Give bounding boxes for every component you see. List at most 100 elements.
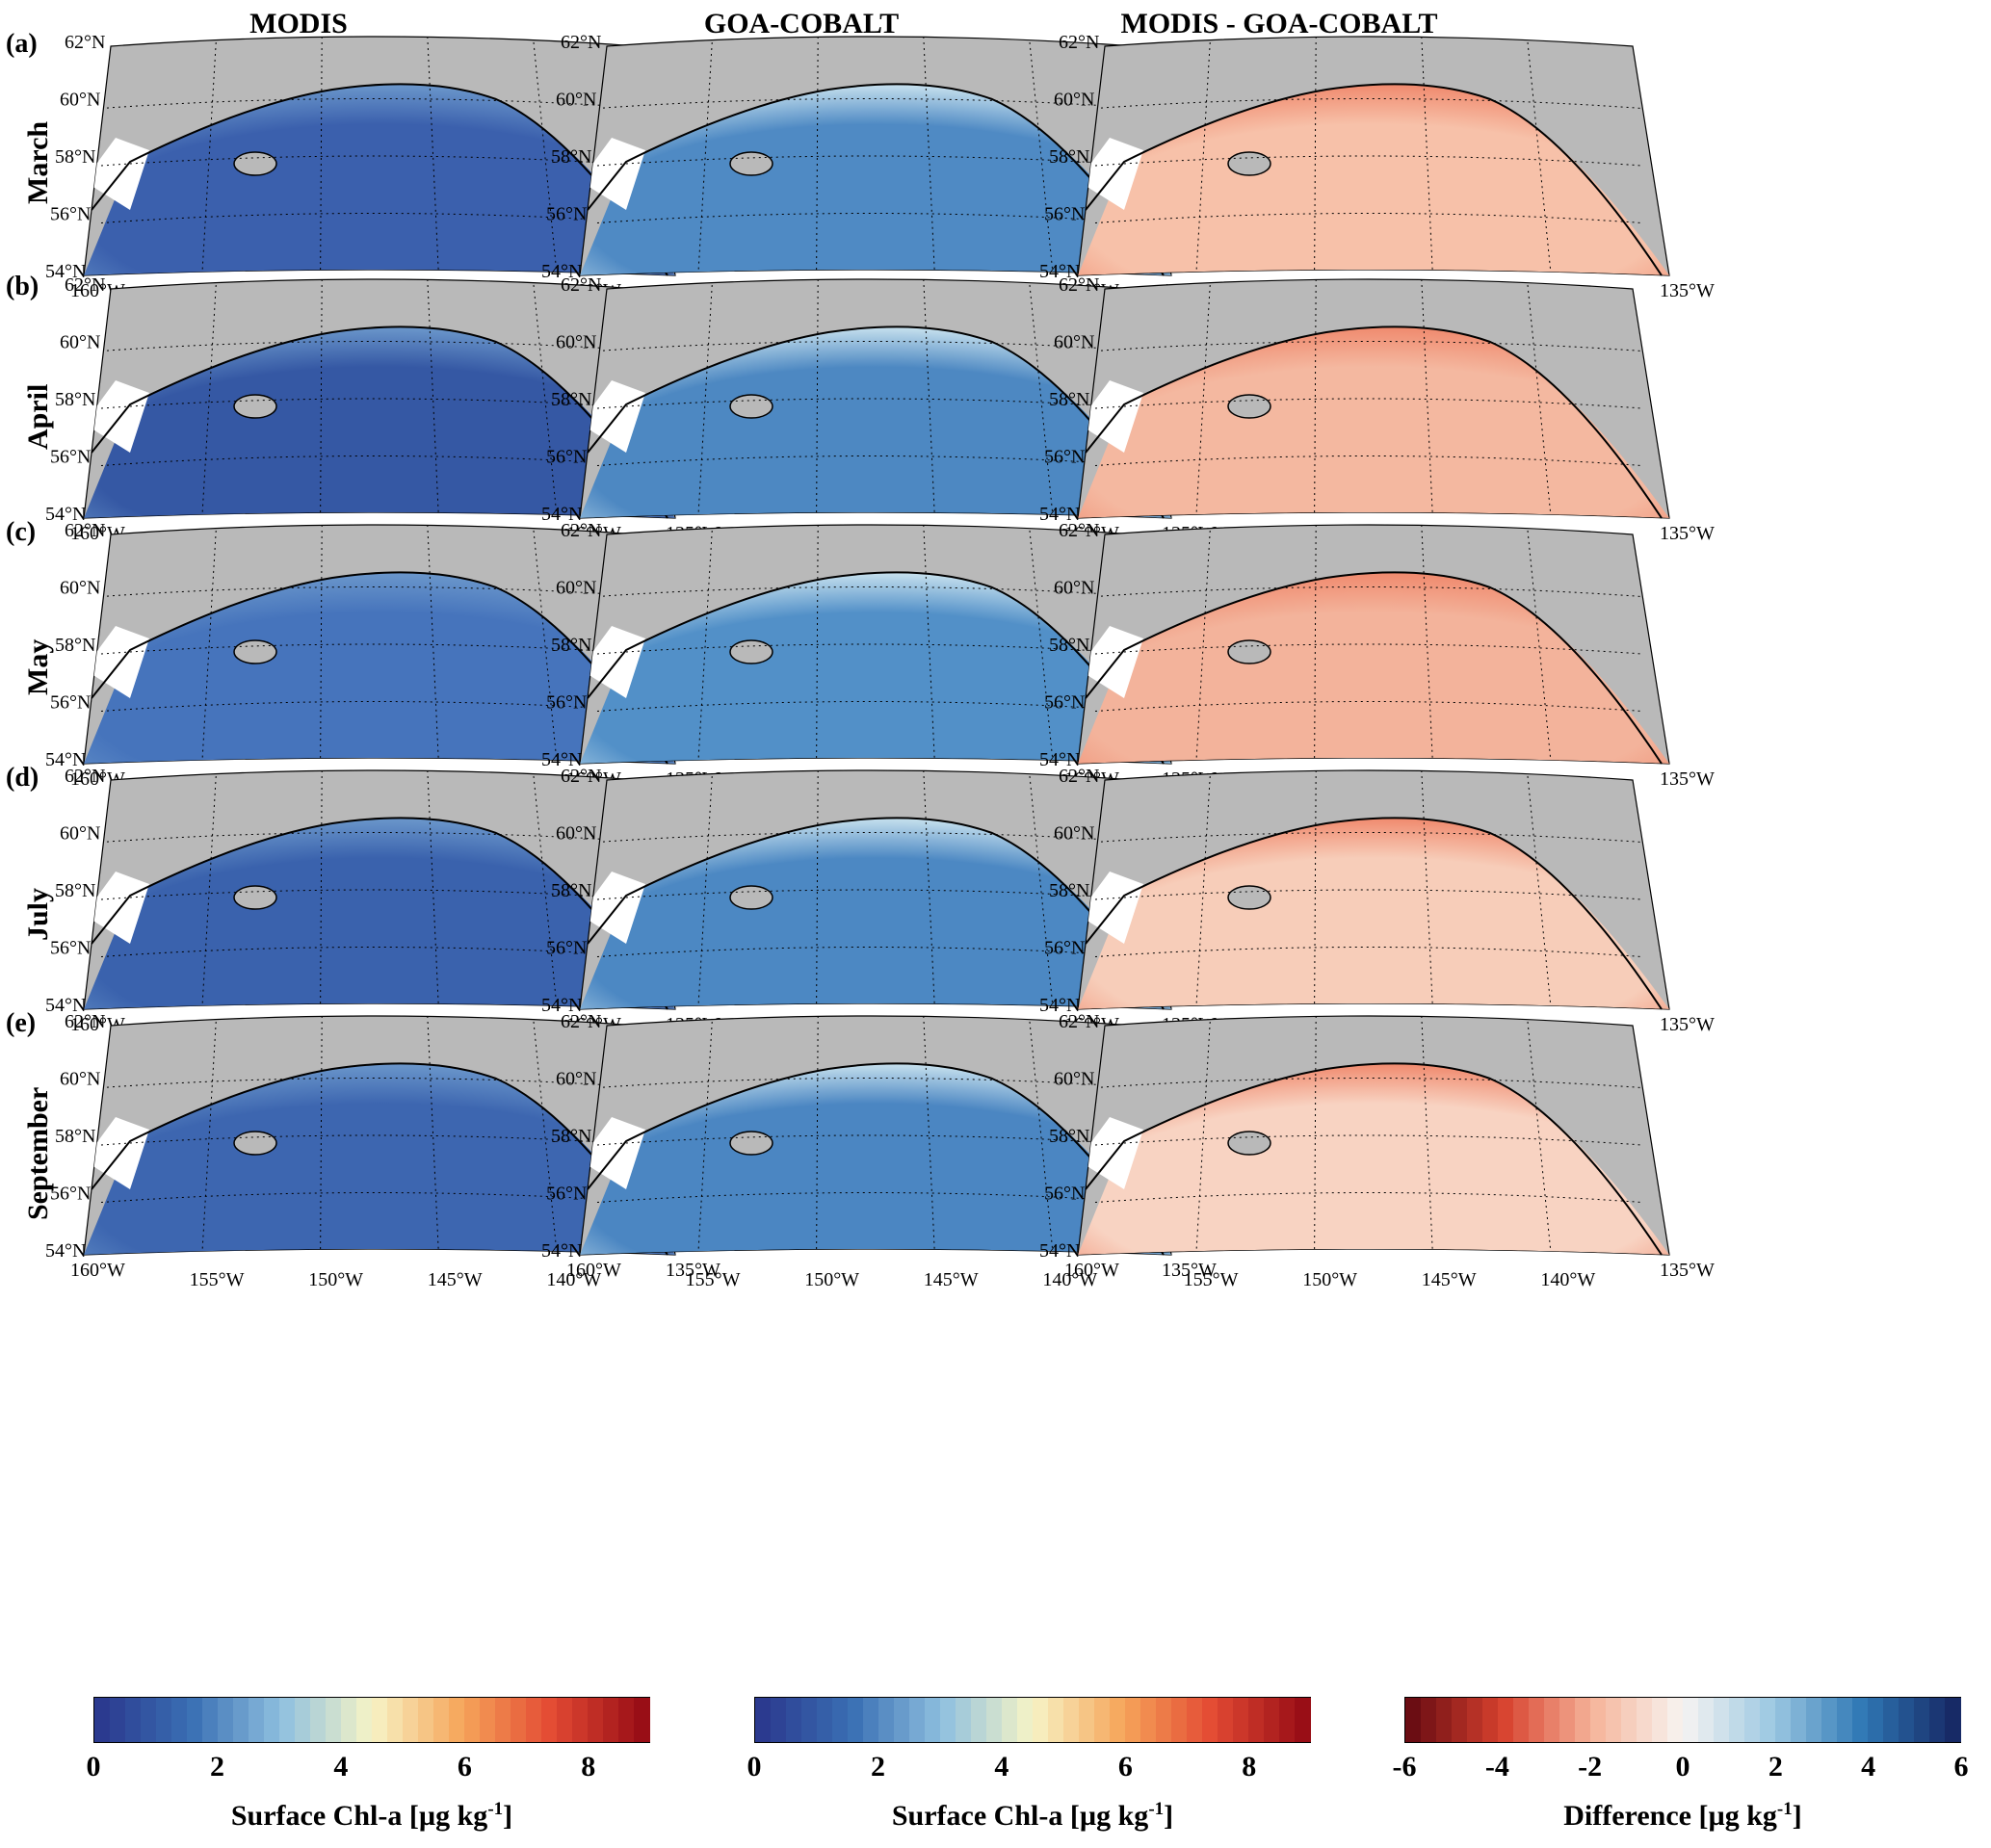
colorbar-segment — [94, 1698, 112, 1742]
colorbar-segment — [1883, 1698, 1900, 1742]
colorbar-segment — [1775, 1698, 1793, 1742]
colorbar-segment — [1467, 1698, 1484, 1742]
colorbar-segment — [279, 1698, 297, 1742]
kodiak-island — [729, 394, 773, 419]
column-title-difference: MODIS - GOA-COBALT — [1120, 8, 1438, 39]
latitude-label: 56°N — [50, 1184, 91, 1205]
longitude-label: 150°W — [308, 1269, 363, 1290]
colorbar-tick-label: 4 — [994, 1751, 1009, 1783]
longitude-label: 135°W — [1660, 1014, 1715, 1035]
longitude-label: 135°W — [666, 1260, 720, 1281]
latitude-gridline — [100, 1192, 649, 1203]
colorbar-segment — [1140, 1698, 1158, 1742]
colorbar-segment — [1806, 1698, 1823, 1742]
kodiak-island — [233, 885, 277, 910]
latitude-label: 54°N — [541, 995, 582, 1016]
colorbar-segment — [801, 1698, 819, 1742]
colorbar-segment — [925, 1698, 942, 1742]
bristol-bay-mask — [580, 626, 645, 698]
longitude-label: 140°W — [1042, 1269, 1097, 1290]
latitude-label: 56°N — [546, 692, 587, 714]
latitude-label: 60°N — [60, 1069, 100, 1090]
coastline — [1085, 571, 1663, 765]
latitude-gridline — [1094, 1134, 1643, 1146]
colorbar-segment — [1295, 1698, 1312, 1742]
colorbar-segment — [1094, 1698, 1112, 1742]
latitude-label: 60°N — [556, 90, 596, 111]
latitude-label: 60°N — [60, 578, 100, 599]
ocean-field — [580, 326, 1171, 518]
colorbar-segment — [1652, 1698, 1669, 1742]
column-title-modis: MODIS — [249, 8, 348, 39]
longitude-label: 145°W — [924, 1269, 979, 1290]
latitude-label: 58°N — [55, 146, 95, 168]
kodiak-island — [233, 639, 277, 664]
colorbar-difference — [1404, 1697, 1962, 1743]
colorbar-tick-label: 0 — [1675, 1751, 1690, 1783]
colorbar-segment — [1637, 1698, 1654, 1742]
longitude-label: 135°W — [1660, 768, 1715, 790]
latitude-label: 58°N — [551, 635, 591, 656]
coastline — [587, 83, 1165, 276]
bristol-bay-mask — [1078, 1117, 1143, 1189]
colorbar-segment — [403, 1698, 420, 1742]
colorbar-tick-label: -2 — [1578, 1751, 1603, 1783]
ocean-field — [580, 1063, 1171, 1255]
latitude-gridline — [1094, 1078, 1643, 1088]
colorbar-segment — [1405, 1698, 1423, 1742]
colorbar-segment — [1929, 1698, 1947, 1742]
latitude-label: 60°N — [60, 823, 100, 845]
colorbar-segment — [1791, 1698, 1808, 1742]
map-panel-modis-july: 62°N60°N58°N56°N54°N160°W155°W150°W145°W… — [45, 766, 720, 1045]
colorbar-segment — [1079, 1698, 1096, 1742]
coastline — [587, 1062, 1165, 1256]
ocean-field — [580, 572, 1171, 764]
bristol-bay-mask — [84, 1117, 149, 1189]
colorbar-segment — [1033, 1698, 1050, 1742]
colorbar-segment — [541, 1698, 559, 1742]
colorbar-segment — [1421, 1698, 1438, 1742]
colorbar-segment — [755, 1698, 773, 1742]
colorbar-segment — [1156, 1698, 1173, 1742]
colorbar-segment — [557, 1698, 574, 1742]
kodiak-island — [1227, 151, 1271, 176]
colorbar-segment — [603, 1698, 620, 1742]
bristol-bay-mask — [580, 1117, 645, 1189]
latitude-gridline — [596, 832, 1145, 843]
colorbar-tick-label: 6 — [1117, 1751, 1133, 1783]
colorbar-tick-label: 6 — [457, 1751, 472, 1783]
colorbar-segment — [940, 1698, 957, 1742]
longitude-label: 135°W — [1660, 280, 1715, 301]
ocean-field — [84, 1063, 675, 1255]
latitude-gridline — [1094, 341, 1643, 351]
colorbar-tick-label: 4 — [333, 1751, 349, 1783]
longitude-label: 160°W — [566, 1260, 621, 1281]
ocean-field — [84, 818, 675, 1009]
latitude-label: 58°N — [1049, 389, 1089, 410]
latitude-label: 58°N — [1049, 880, 1089, 901]
colorbar-segment — [1452, 1698, 1469, 1742]
kodiak-island — [1227, 885, 1271, 910]
latitude-label: 58°N — [1049, 635, 1089, 656]
colorbar-segment — [971, 1698, 988, 1742]
coastline — [91, 325, 668, 519]
latitude-gridline — [1094, 1192, 1643, 1203]
latitude-gridline — [596, 155, 1145, 167]
colorbar-segment — [1233, 1698, 1250, 1742]
latitude-label: 62°N — [65, 1011, 105, 1032]
colorbar-tick-label: 2 — [1768, 1751, 1783, 1783]
latitude-label: 58°N — [1049, 146, 1089, 168]
colorbar-segment — [1513, 1698, 1531, 1742]
latitude-label: 56°N — [50, 938, 91, 959]
latitude-gridline — [596, 398, 1145, 409]
colorbar-segment — [1899, 1698, 1916, 1742]
latitude-label: 56°N — [50, 204, 91, 225]
colorbar-segment — [156, 1698, 173, 1742]
colorbar-tick-label: 0 — [747, 1751, 762, 1783]
latitude-label: 56°N — [50, 692, 91, 714]
longitude-label: 160°W — [1064, 1260, 1119, 1281]
map-panel-difference-july: 62°N60°N58°N56°N54°N160°W155°W150°W145°W… — [1039, 766, 1715, 1045]
colorbar-tick-label: 4 — [1861, 1751, 1876, 1783]
latitude-label: 62°N — [1059, 766, 1099, 787]
colorbar-segment — [1914, 1698, 1931, 1742]
